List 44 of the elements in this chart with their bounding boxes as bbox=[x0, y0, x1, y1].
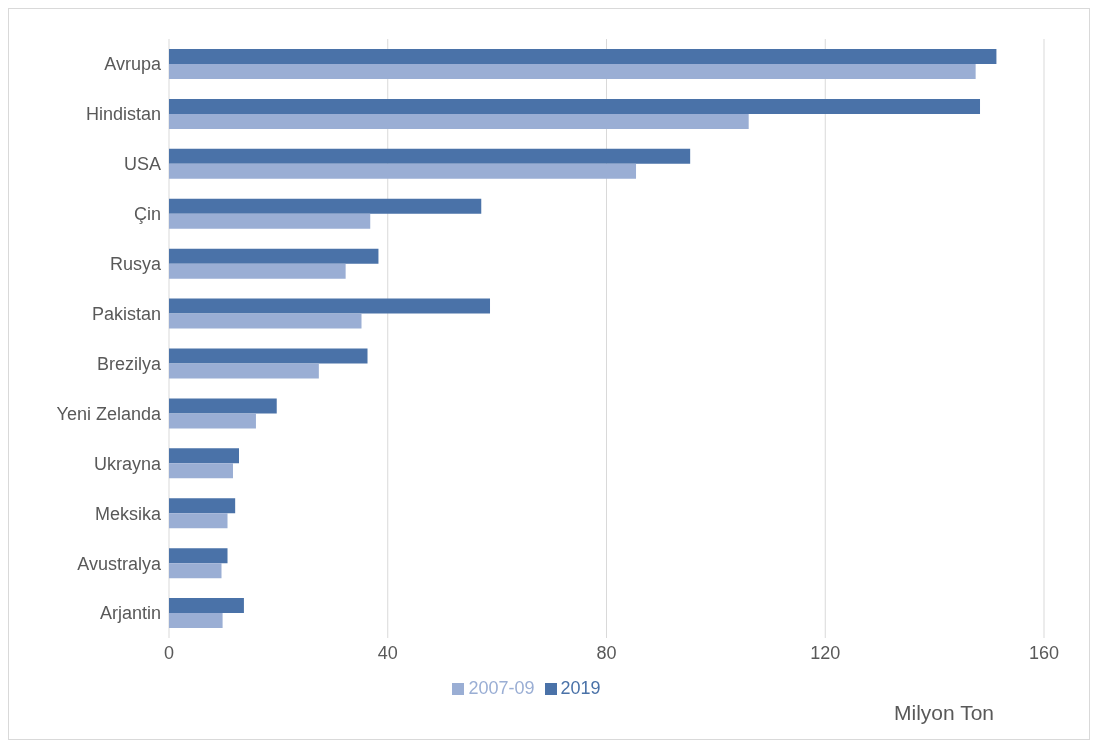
bar bbox=[169, 163, 637, 179]
bar bbox=[169, 463, 233, 479]
bar bbox=[169, 198, 482, 214]
bar bbox=[169, 448, 239, 464]
y-tick-label: Arjantin bbox=[99, 603, 161, 624]
x-tick-label: 160 bbox=[1028, 642, 1060, 663]
bar bbox=[169, 213, 371, 229]
x-tick-label: 120 bbox=[810, 642, 841, 663]
x-tick-label: 0 bbox=[163, 642, 175, 663]
x-tick-label: 40 bbox=[377, 642, 398, 663]
bar bbox=[169, 598, 244, 614]
y-tick-label: USA bbox=[123, 154, 161, 175]
bar bbox=[169, 563, 222, 579]
y-tick-label: Pakistan bbox=[91, 303, 161, 324]
bar bbox=[169, 98, 981, 114]
y-tick-label: Avustralya bbox=[77, 553, 162, 574]
bar bbox=[169, 113, 749, 129]
y-tick-label: Yeni Zelanda bbox=[56, 403, 162, 424]
y-tick-label: Brezilya bbox=[96, 353, 162, 374]
y-tick-label: Meksika bbox=[94, 503, 162, 524]
bar bbox=[169, 548, 228, 564]
bar bbox=[169, 348, 368, 364]
bar bbox=[169, 63, 976, 79]
y-tick-label: Hindistan bbox=[85, 104, 161, 125]
bar bbox=[169, 398, 277, 414]
bar bbox=[169, 148, 691, 164]
y-tick-label: Avrupa bbox=[104, 54, 162, 75]
bar bbox=[169, 498, 236, 514]
bar bbox=[169, 363, 319, 379]
y-tick-label: Ukrayna bbox=[93, 453, 162, 474]
bar bbox=[169, 298, 491, 314]
x-axis-title: Milyon Ton bbox=[894, 701, 994, 725]
bar bbox=[169, 613, 223, 629]
legend-label: 2019 bbox=[560, 678, 601, 698]
bar bbox=[169, 48, 997, 64]
x-tick-label: 80 bbox=[596, 642, 617, 663]
y-tick-label: Çin bbox=[133, 204, 161, 225]
bar bbox=[169, 263, 346, 279]
bar bbox=[169, 413, 256, 429]
bar bbox=[169, 248, 379, 264]
bar bbox=[169, 313, 362, 329]
legend-label: 2007-09 bbox=[468, 678, 535, 698]
bar bbox=[169, 513, 228, 529]
y-tick-label: Rusya bbox=[109, 254, 162, 275]
